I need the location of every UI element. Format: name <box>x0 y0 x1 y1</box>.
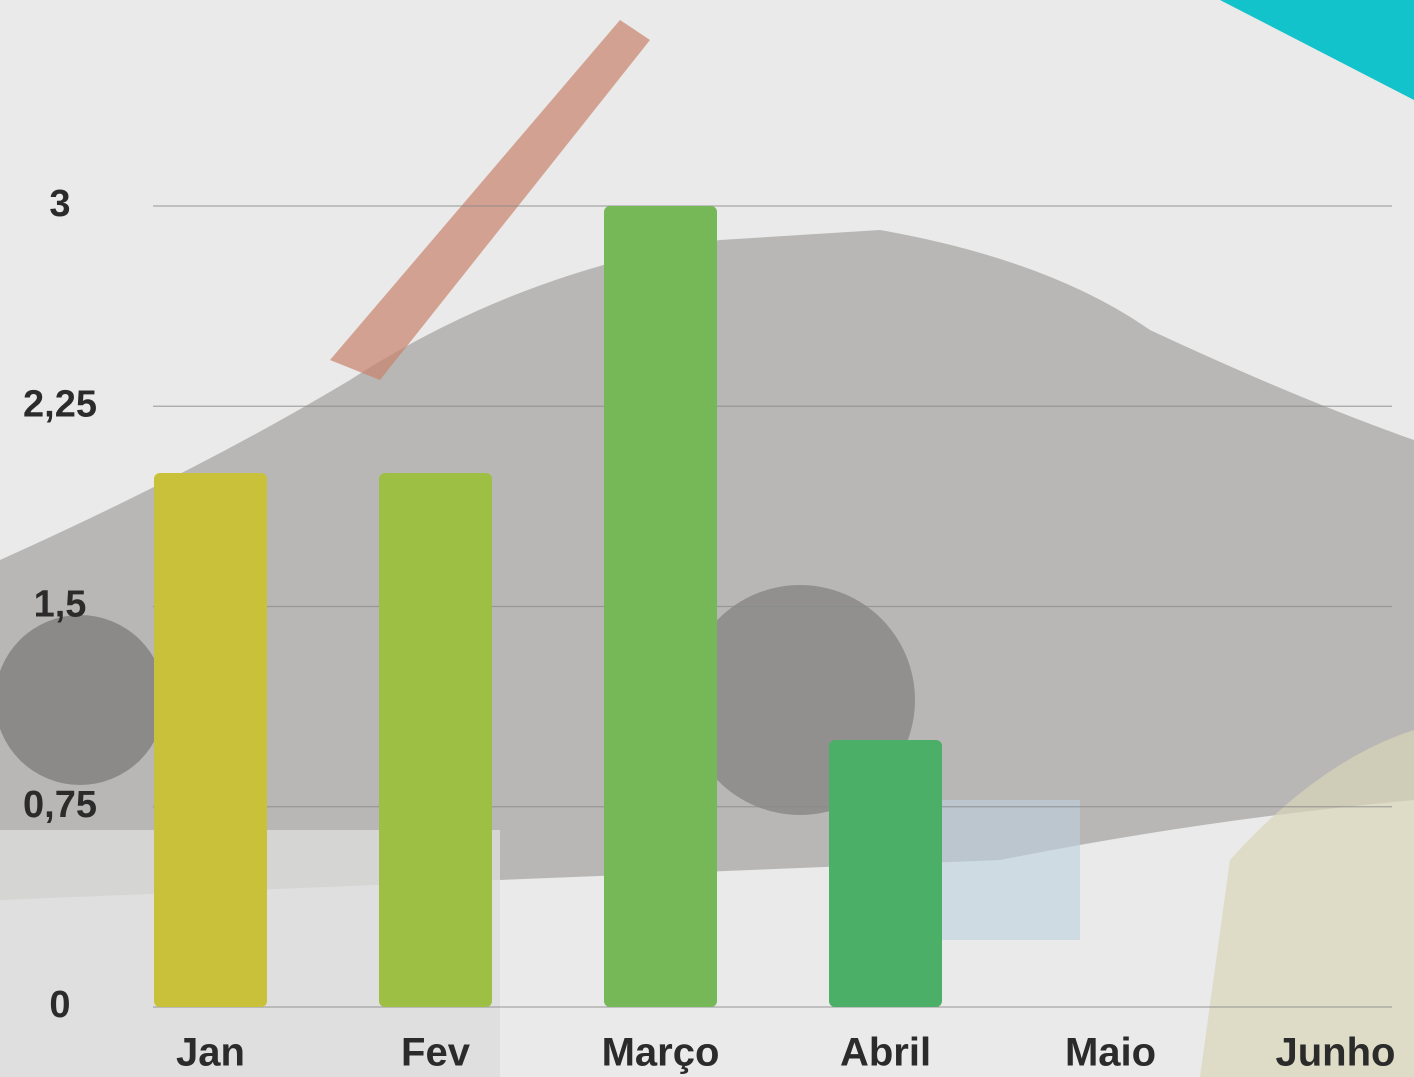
x-tick-label: Fev <box>401 1031 471 1075</box>
x-tick-label: Jan <box>176 1031 245 1075</box>
y-tick-label: 0,75 <box>23 784 97 826</box>
bar <box>829 740 942 1007</box>
x-tick-label: Março <box>602 1031 720 1075</box>
y-tick-label: 0 <box>49 984 70 1026</box>
y-tick-label: 3 <box>49 183 70 225</box>
x-tick-label: Junho <box>1276 1031 1396 1075</box>
bar <box>604 206 717 1007</box>
y-tick-label: 2,25 <box>23 383 97 425</box>
x-tick-label: Abril <box>840 1031 931 1075</box>
x-tick-label: Maio <box>1065 1031 1156 1075</box>
bar <box>154 473 267 1007</box>
bar <box>379 473 492 1007</box>
y-tick-label: 1,5 <box>34 584 87 626</box>
